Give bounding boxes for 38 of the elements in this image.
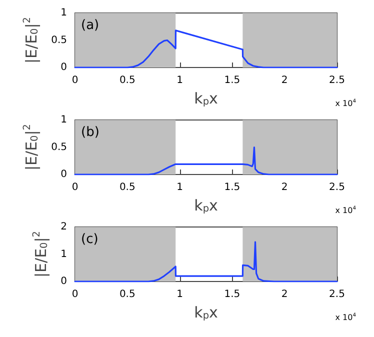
x-tick-label: 0 [72, 75, 78, 86]
x-tick-label: 2.5 [329, 75, 345, 86]
x-axis-title: kpx [194, 196, 218, 214]
line-series [74, 146, 338, 176]
y-tick-label: 0.5 [51, 34, 67, 46]
y-tick-label: 0.5 [51, 142, 67, 153]
y-tick-label: 2 [60, 222, 67, 232]
y-tick-label: 1 [60, 114, 67, 126]
annotation: (c) [81, 232, 98, 247]
x-tick-label: 0 [72, 289, 78, 300]
y-tick-label: 1 [60, 248, 67, 260]
x-tick-label: 2.5 [329, 182, 345, 193]
line-series [74, 30, 338, 68]
x-tick-label: 1 [176, 182, 183, 193]
x-tick-label: 1 [176, 289, 183, 300]
x-axis-title: kpx [194, 303, 218, 322]
y-axis-title: |E/E0|2 [22, 16, 41, 64]
y-tick-label: 0 [60, 276, 67, 287]
x-tick-label: 2 [281, 75, 288, 86]
x-axis-title: kpx [194, 89, 218, 108]
annotation: (b) [81, 125, 100, 140]
x-tick-label: 0.5 [119, 289, 136, 300]
y-axis-title: |E/E0|2 [32, 230, 50, 278]
annotation: (a) [81, 18, 100, 33]
x-tick-label: 2.5 [329, 289, 345, 300]
x-tick-label: 0 [72, 182, 78, 193]
y-tick-label: 0 [60, 62, 67, 73]
x-tick-label: 1.5 [224, 75, 240, 86]
x-tick-label: 1.5 [224, 182, 240, 193]
x-tick-label: 2 [281, 182, 288, 193]
x-tick-label: 2 [281, 289, 288, 300]
x-tick-label: 0.5 [119, 75, 136, 86]
y-tick-label: 1 [60, 8, 67, 18]
x-tick-label: 0.5 [119, 182, 136, 193]
y-axis-title: |E/E0|2 [22, 124, 41, 171]
y-tick-label: 0 [60, 169, 67, 180]
x-tick-label: 1.5 [224, 289, 240, 300]
x-tick-label: 1 [176, 75, 183, 86]
